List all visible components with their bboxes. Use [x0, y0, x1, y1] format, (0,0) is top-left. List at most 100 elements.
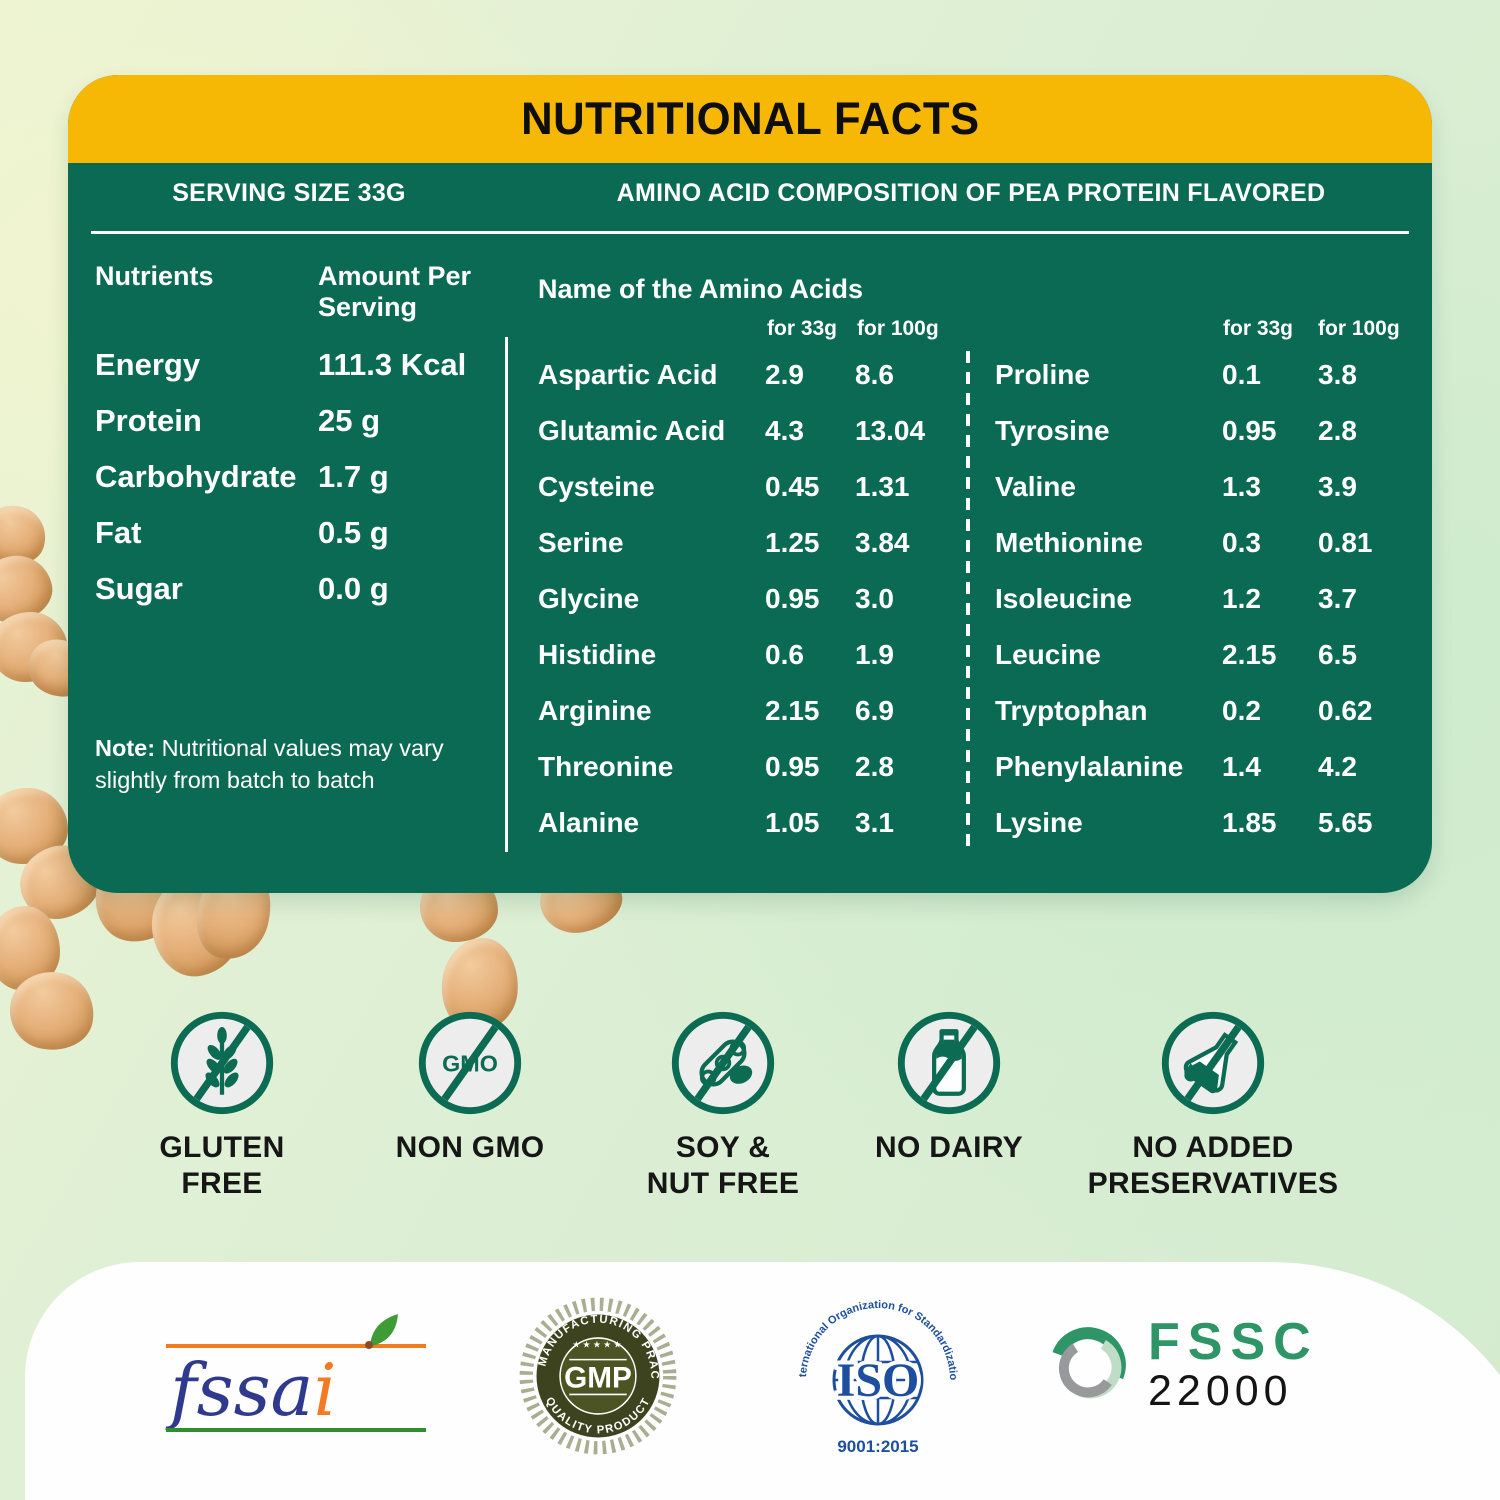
- badge-label: NON GMO: [395, 1131, 545, 1164]
- gmp-seal-icon: GOOD MANUFACTURING PRACTICE ★★★★★ GMP QU…: [511, 1285, 677, 1455]
- nutrient-name: Carbohydrate: [95, 459, 297, 494]
- amino-name: Arginine: [538, 695, 652, 726]
- amino-100g: 3.9: [1318, 471, 1357, 502]
- amino-100g: 13.04: [855, 415, 926, 446]
- fssai-green-bar: [166, 1428, 426, 1432]
- amino-100g: 2.8: [1318, 415, 1357, 446]
- note-text: Nutritional values may vary slightly fro…: [95, 735, 444, 793]
- svg-text:GMP: GMP: [564, 1361, 632, 1394]
- amino-100g: 1.9: [855, 639, 894, 670]
- amino-name: Isoleucine: [995, 583, 1132, 614]
- badge-no-added-preservatives: NO ADDED PRESERVATIVES: [1063, 1010, 1363, 1202]
- amino-33g: 0.95: [765, 751, 820, 782]
- amino-100g: 0.62: [1318, 695, 1373, 726]
- amino-name: Leucine: [995, 639, 1101, 670]
- amino-name: Valine: [995, 471, 1076, 502]
- amino-100g: 5.65: [1318, 807, 1373, 838]
- fssc-swoosh-icon: [1050, 1327, 1126, 1403]
- fssai-orange-bar: [166, 1344, 426, 1348]
- milk-bottle-icon: [897, 1011, 1001, 1115]
- amino-name: Lysine: [995, 807, 1083, 838]
- nutrient-amount: 1.7 g: [318, 459, 389, 494]
- nutrient-name: Energy: [95, 347, 201, 382]
- svg-text:9001:2015: 9001:2015: [837, 1437, 918, 1456]
- badge-label: GLUTEN FREE: [159, 1131, 285, 1200]
- amino-33g: 2.15: [1222, 639, 1277, 670]
- amino-33g: 0.1: [1222, 359, 1261, 390]
- fssc-22000-logo: FSSC 22000: [1042, 1316, 1319, 1414]
- flask-icon: [1161, 1011, 1265, 1115]
- amino-33g: 0.95: [765, 583, 820, 614]
- certification-band: [25, 1262, 1500, 1500]
- amino-33g: 1.3: [1222, 471, 1261, 502]
- fssc-wordmark: FSSC 22000: [1148, 1313, 1319, 1415]
- amino-33g: 0.95: [1222, 415, 1277, 446]
- soybean-icon: [671, 1011, 775, 1115]
- header-divider-line: [91, 231, 1409, 234]
- gmo-icon: GMO: [418, 1011, 522, 1115]
- amino-100g: 3.8: [1318, 359, 1357, 390]
- amino-name: Cysteine: [538, 471, 655, 502]
- gmp-seal: GOOD MANUFACTURING PRACTICE ★★★★★ GMP QU…: [511, 1285, 680, 1463]
- amino-33g: 2.9: [765, 359, 804, 390]
- amino-100g: 0.81: [1318, 527, 1373, 558]
- amino-name: Histidine: [538, 639, 657, 670]
- amino-name: Tryptophan: [995, 695, 1148, 726]
- amino-name: Proline: [995, 359, 1090, 390]
- amino-100g: 1.31: [855, 471, 910, 502]
- amino-33g: 1.25: [765, 527, 820, 558]
- amino-acids-header: Name of the Amino Acids: [538, 274, 864, 304]
- amino-name: Phenylalanine: [995, 751, 1184, 782]
- amino-100g: 6.5: [1318, 639, 1357, 670]
- nutrients-table: Energy 111.3 Kcal Protein 25 g Carbohydrat…: [95, 337, 500, 617]
- amino-name: Glycine: [538, 583, 640, 614]
- fssai-logo: fssai: [160, 1310, 432, 1440]
- amino-33g: 0.2: [1222, 695, 1261, 726]
- column-divider-dashed: [966, 351, 970, 851]
- amino-33g: 0.45: [765, 471, 820, 502]
- nutrients-column-header: Nutrients: [95, 261, 214, 291]
- panel-header: NUTRITIONAL FACTS: [68, 75, 1432, 163]
- nutrient-amount: 111.3 Kcal: [318, 347, 467, 382]
- nutrient-name: Protein: [95, 403, 202, 438]
- page-title: NUTRITIONAL FACTS: [520, 93, 980, 144]
- badge-soy-nut-free: SOY & NUT FREE: [573, 1010, 873, 1202]
- amino-100g: 2.8: [855, 751, 894, 782]
- amino-100g: 3.84: [855, 527, 910, 558]
- svg-text:★★★★★: ★★★★★: [572, 1339, 624, 1349]
- amino-name: Alanine: [538, 807, 640, 838]
- amino-33g: 2.15: [765, 695, 820, 726]
- badge-no-dairy: NO DAIRY: [799, 1010, 1099, 1166]
- amino-33g: 4.3: [765, 415, 804, 446]
- serving-size-label: SERVING SIZE 33G: [172, 179, 406, 207]
- badge-gluten-free: GLUTEN FREE: [72, 1010, 372, 1202]
- amino-name: Tyrosine: [995, 415, 1110, 446]
- batch-variation-note: Note: Nutritional values may vary slight…: [95, 733, 513, 796]
- column-divider-solid: [505, 337, 508, 852]
- iso-logo: International Organization for Standardi…: [787, 1279, 966, 1465]
- amino-33g: 1.05: [765, 807, 820, 838]
- iso-logo-icon: International Organization for Standardi…: [787, 1279, 959, 1456]
- svg-text:ISO: ISO: [837, 1354, 920, 1407]
- amino-100g: 3.0: [855, 583, 894, 614]
- amino-33g: 1.85: [1222, 807, 1277, 838]
- col-label-100g: for 100g: [1318, 317, 1400, 340]
- col-label-33g: for 33g: [767, 317, 838, 340]
- nutrient-amount: 0.5 g: [318, 515, 389, 550]
- amino-100g: 3.7: [1318, 583, 1357, 614]
- col-label-33g: for 33g: [1223, 317, 1294, 340]
- fssai-wordmark: fssai: [170, 1348, 337, 1432]
- amino-table-left: Aspartic Acid 2.9 8.6 Glutamic Acid 4.3 13.0…: [538, 347, 1008, 851]
- amino-name: Methionine: [995, 527, 1143, 558]
- badge-label: SOY & NUT FREE: [646, 1131, 800, 1200]
- amino-100g: 4.2: [1318, 751, 1357, 782]
- amino-table-right: Proline 0.1 3.8 Tyrosine 0.95 2.8 Valine 1.3 3…: [995, 347, 1420, 851]
- amino-33g: 0.3: [1222, 527, 1261, 558]
- nutrient-name: Sugar: [95, 571, 183, 606]
- badge-non-gmo: GMO NON GMO: [320, 1010, 620, 1166]
- nutrient-name: Fat: [95, 515, 142, 550]
- amino-100g: 6.9: [855, 695, 894, 726]
- amino-33g: 1.4: [1222, 751, 1261, 782]
- nutrient-amount: 0.0 g: [318, 571, 389, 606]
